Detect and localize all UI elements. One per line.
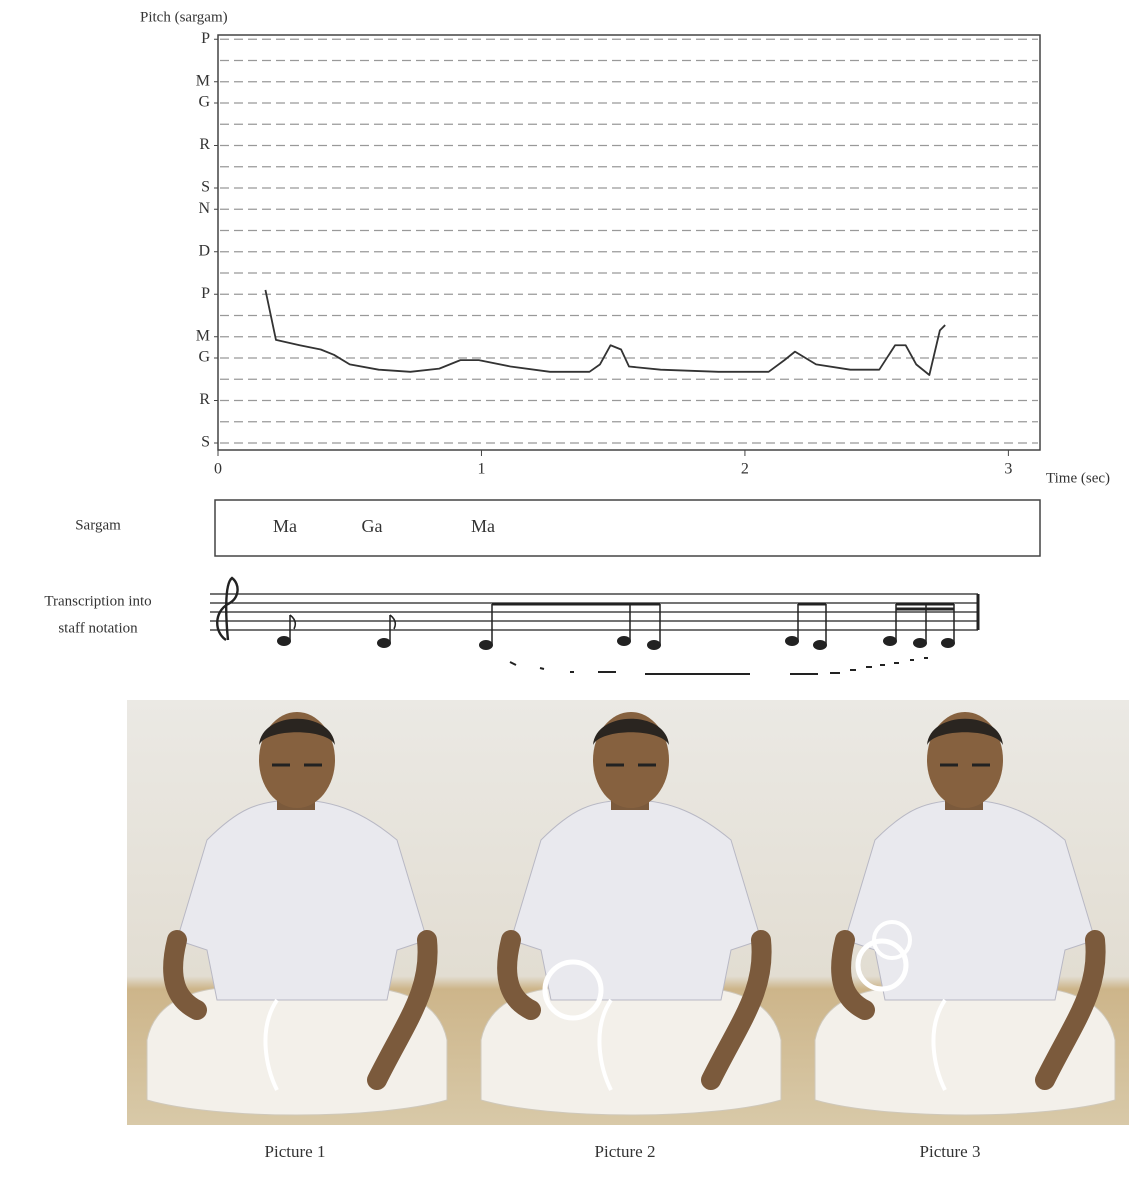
photo bbox=[127, 700, 461, 1125]
y-tick-label: P bbox=[201, 285, 210, 302]
photo-caption: Picture 1 bbox=[265, 1142, 326, 1161]
x-tick-label: 0 bbox=[214, 461, 222, 478]
photo bbox=[795, 700, 1129, 1125]
y-tick-label: N bbox=[198, 200, 210, 217]
plot-frame bbox=[217, 34, 1041, 451]
sargam-label: Sargam bbox=[75, 517, 121, 533]
transcription-label: Transcription into bbox=[44, 593, 151, 609]
sargam-note: Ga bbox=[362, 516, 383, 536]
staff-notes bbox=[277, 636, 955, 650]
x-tick-label: 2 bbox=[741, 461, 749, 478]
photo-caption: Picture 3 bbox=[920, 1142, 981, 1161]
y-tick-label: M bbox=[196, 327, 210, 344]
sargam-note: Ma bbox=[273, 516, 297, 536]
y-tick-label: R bbox=[199, 391, 210, 408]
y-tick-label: S bbox=[201, 179, 210, 196]
photo-caption: Picture 2 bbox=[595, 1142, 656, 1161]
y-tick-label: P bbox=[201, 30, 210, 47]
transcription-label: staff notation bbox=[58, 620, 138, 636]
x-tick-label: 3 bbox=[1004, 461, 1012, 478]
y-tick-label: D bbox=[198, 242, 210, 259]
staff bbox=[210, 576, 980, 675]
pitch-line bbox=[264, 289, 946, 376]
y-tick-label: G bbox=[198, 94, 210, 111]
y-tick-label: M bbox=[196, 72, 210, 89]
y-tick-label: R bbox=[199, 136, 210, 153]
sargam-note: Ma bbox=[471, 516, 495, 536]
y-axis-label: Pitch (sargam) bbox=[140, 9, 228, 25]
x-tick-label: 1 bbox=[477, 461, 485, 478]
y-tick-label: S bbox=[201, 434, 210, 451]
sargam-box bbox=[214, 499, 1041, 557]
y-tick-label: G bbox=[198, 349, 210, 366]
photo bbox=[461, 700, 795, 1125]
x-axis-label: Time (sec) bbox=[1046, 470, 1110, 486]
